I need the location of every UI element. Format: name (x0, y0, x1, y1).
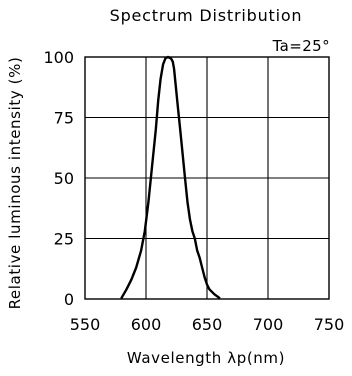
y-axis-ticks: 0 25 50 75 100 (43, 48, 74, 309)
spectrum-point-650 (206, 283, 208, 286)
spectrum-point-621 (170, 58, 173, 61)
x-axis-label: Wavelength λp(nm) (127, 349, 285, 367)
spectrum-point-646 (201, 266, 204, 269)
spectrum-point-605 (151, 165, 154, 167)
spectrum-point-608 (154, 128, 157, 131)
spectrum-point-626 (176, 104, 179, 107)
grid-lines (85, 57, 329, 299)
spectrum-point-602 (147, 201, 150, 204)
x-tick-label-650: 650 (192, 315, 223, 334)
y-tick-label-100: 100 (43, 48, 74, 67)
spectrum-curve-line (120, 55, 221, 299)
spectrum-point-616 (164, 57, 167, 60)
x-tick-label-700: 700 (253, 315, 284, 334)
spectrum-point-638 (191, 230, 194, 233)
x-tick-label-750: 750 (314, 315, 345, 334)
spectrum-point-623 (173, 68, 175, 70)
chart-title: Spectrum Distribution (110, 6, 303, 25)
plot-frame (84, 56, 330, 300)
x-axis-ticks: 550 600 650 700 750 (70, 315, 345, 334)
spectrum-point-614 (162, 63, 164, 66)
spectrum-point-610 (157, 99, 160, 102)
x-tick-label-550: 550 (70, 315, 101, 334)
spectrum-point-592 (135, 266, 138, 269)
spectrum-point-620 (169, 57, 172, 60)
spectrum-point-656 (213, 293, 216, 296)
y-tick-label-0: 0 (64, 290, 74, 309)
spectrum-point-652 (208, 288, 211, 291)
spectrum-point-636 (189, 218, 191, 221)
spectrum-point-618 (167, 56, 169, 58)
x-tick-label-600: 600 (131, 315, 162, 334)
spectrum-point-584 (125, 288, 128, 291)
spectrum-point-634 (186, 201, 189, 204)
spectrum-point-632 (184, 177, 186, 179)
spectrum-point-648 (203, 276, 206, 279)
spectrum-point-612 (159, 77, 162, 80)
spectrum-point-588 (130, 278, 133, 281)
y-axis-label: Relative luminous intensity (%) (6, 57, 24, 310)
spectrum-point-596 (140, 249, 143, 252)
spectrum-point-640 (193, 237, 196, 240)
spectrum-point-580 (120, 296, 123, 299)
y-tick-label-50: 50 (54, 169, 74, 188)
spectrum-point-642 (196, 249, 199, 252)
spectrum-point-660 (218, 296, 221, 299)
spectrum-point-644 (198, 256, 201, 259)
spectrum-point-622 (171, 60, 174, 63)
spectrum-point-599 (143, 230, 146, 233)
spectrum-points (120, 56, 221, 299)
spectrum-point-630 (181, 152, 184, 155)
y-tick-label-25: 25 (54, 230, 74, 249)
y-tick-label-75: 75 (54, 109, 74, 128)
temperature-annotation: Ta=25° (272, 37, 330, 55)
spectrum-point-628 (179, 128, 182, 131)
spectrum-point-624 (174, 80, 177, 83)
